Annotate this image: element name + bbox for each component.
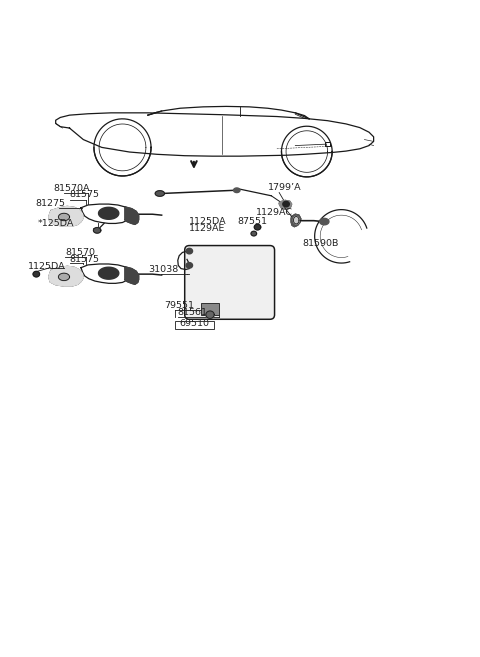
Text: 69510: 69510 — [179, 319, 209, 328]
Text: 1129AC: 1129AC — [256, 208, 293, 217]
Polygon shape — [186, 263, 192, 268]
Polygon shape — [320, 218, 329, 225]
Text: *125DA: *125DA — [37, 219, 73, 228]
Polygon shape — [59, 214, 70, 221]
Polygon shape — [206, 311, 214, 319]
Polygon shape — [98, 208, 119, 219]
Text: 81575: 81575 — [70, 191, 99, 200]
Polygon shape — [155, 191, 165, 196]
Polygon shape — [49, 206, 84, 226]
Polygon shape — [49, 266, 84, 286]
Text: 81590B: 81590B — [302, 239, 338, 248]
FancyBboxPatch shape — [185, 246, 275, 319]
Text: 1799’A: 1799’A — [268, 183, 301, 192]
Text: 81575: 81575 — [70, 255, 99, 264]
Polygon shape — [291, 214, 301, 227]
Polygon shape — [234, 188, 240, 193]
Polygon shape — [125, 267, 139, 284]
Text: 87551: 87551 — [238, 217, 268, 226]
Bar — [201, 303, 219, 315]
Polygon shape — [254, 224, 261, 230]
Text: 81561: 81561 — [178, 308, 208, 317]
Polygon shape — [279, 200, 292, 209]
Text: 81570: 81570 — [65, 248, 95, 257]
Polygon shape — [293, 217, 299, 224]
Polygon shape — [59, 273, 70, 281]
Text: 1125DA: 1125DA — [28, 262, 66, 271]
Text: 1125DA: 1125DA — [189, 217, 227, 226]
Text: 79551: 79551 — [164, 301, 194, 310]
Text: 1129AE: 1129AE — [189, 223, 226, 233]
Polygon shape — [33, 271, 39, 277]
Polygon shape — [98, 267, 119, 279]
Polygon shape — [94, 227, 101, 233]
Polygon shape — [186, 248, 192, 254]
Text: 81570A: 81570A — [53, 183, 90, 193]
Text: 81275: 81275 — [35, 199, 65, 208]
Polygon shape — [283, 201, 289, 207]
Polygon shape — [251, 231, 257, 236]
Polygon shape — [125, 207, 139, 224]
Bar — [175, 321, 214, 329]
Text: 31038: 31038 — [148, 265, 178, 274]
